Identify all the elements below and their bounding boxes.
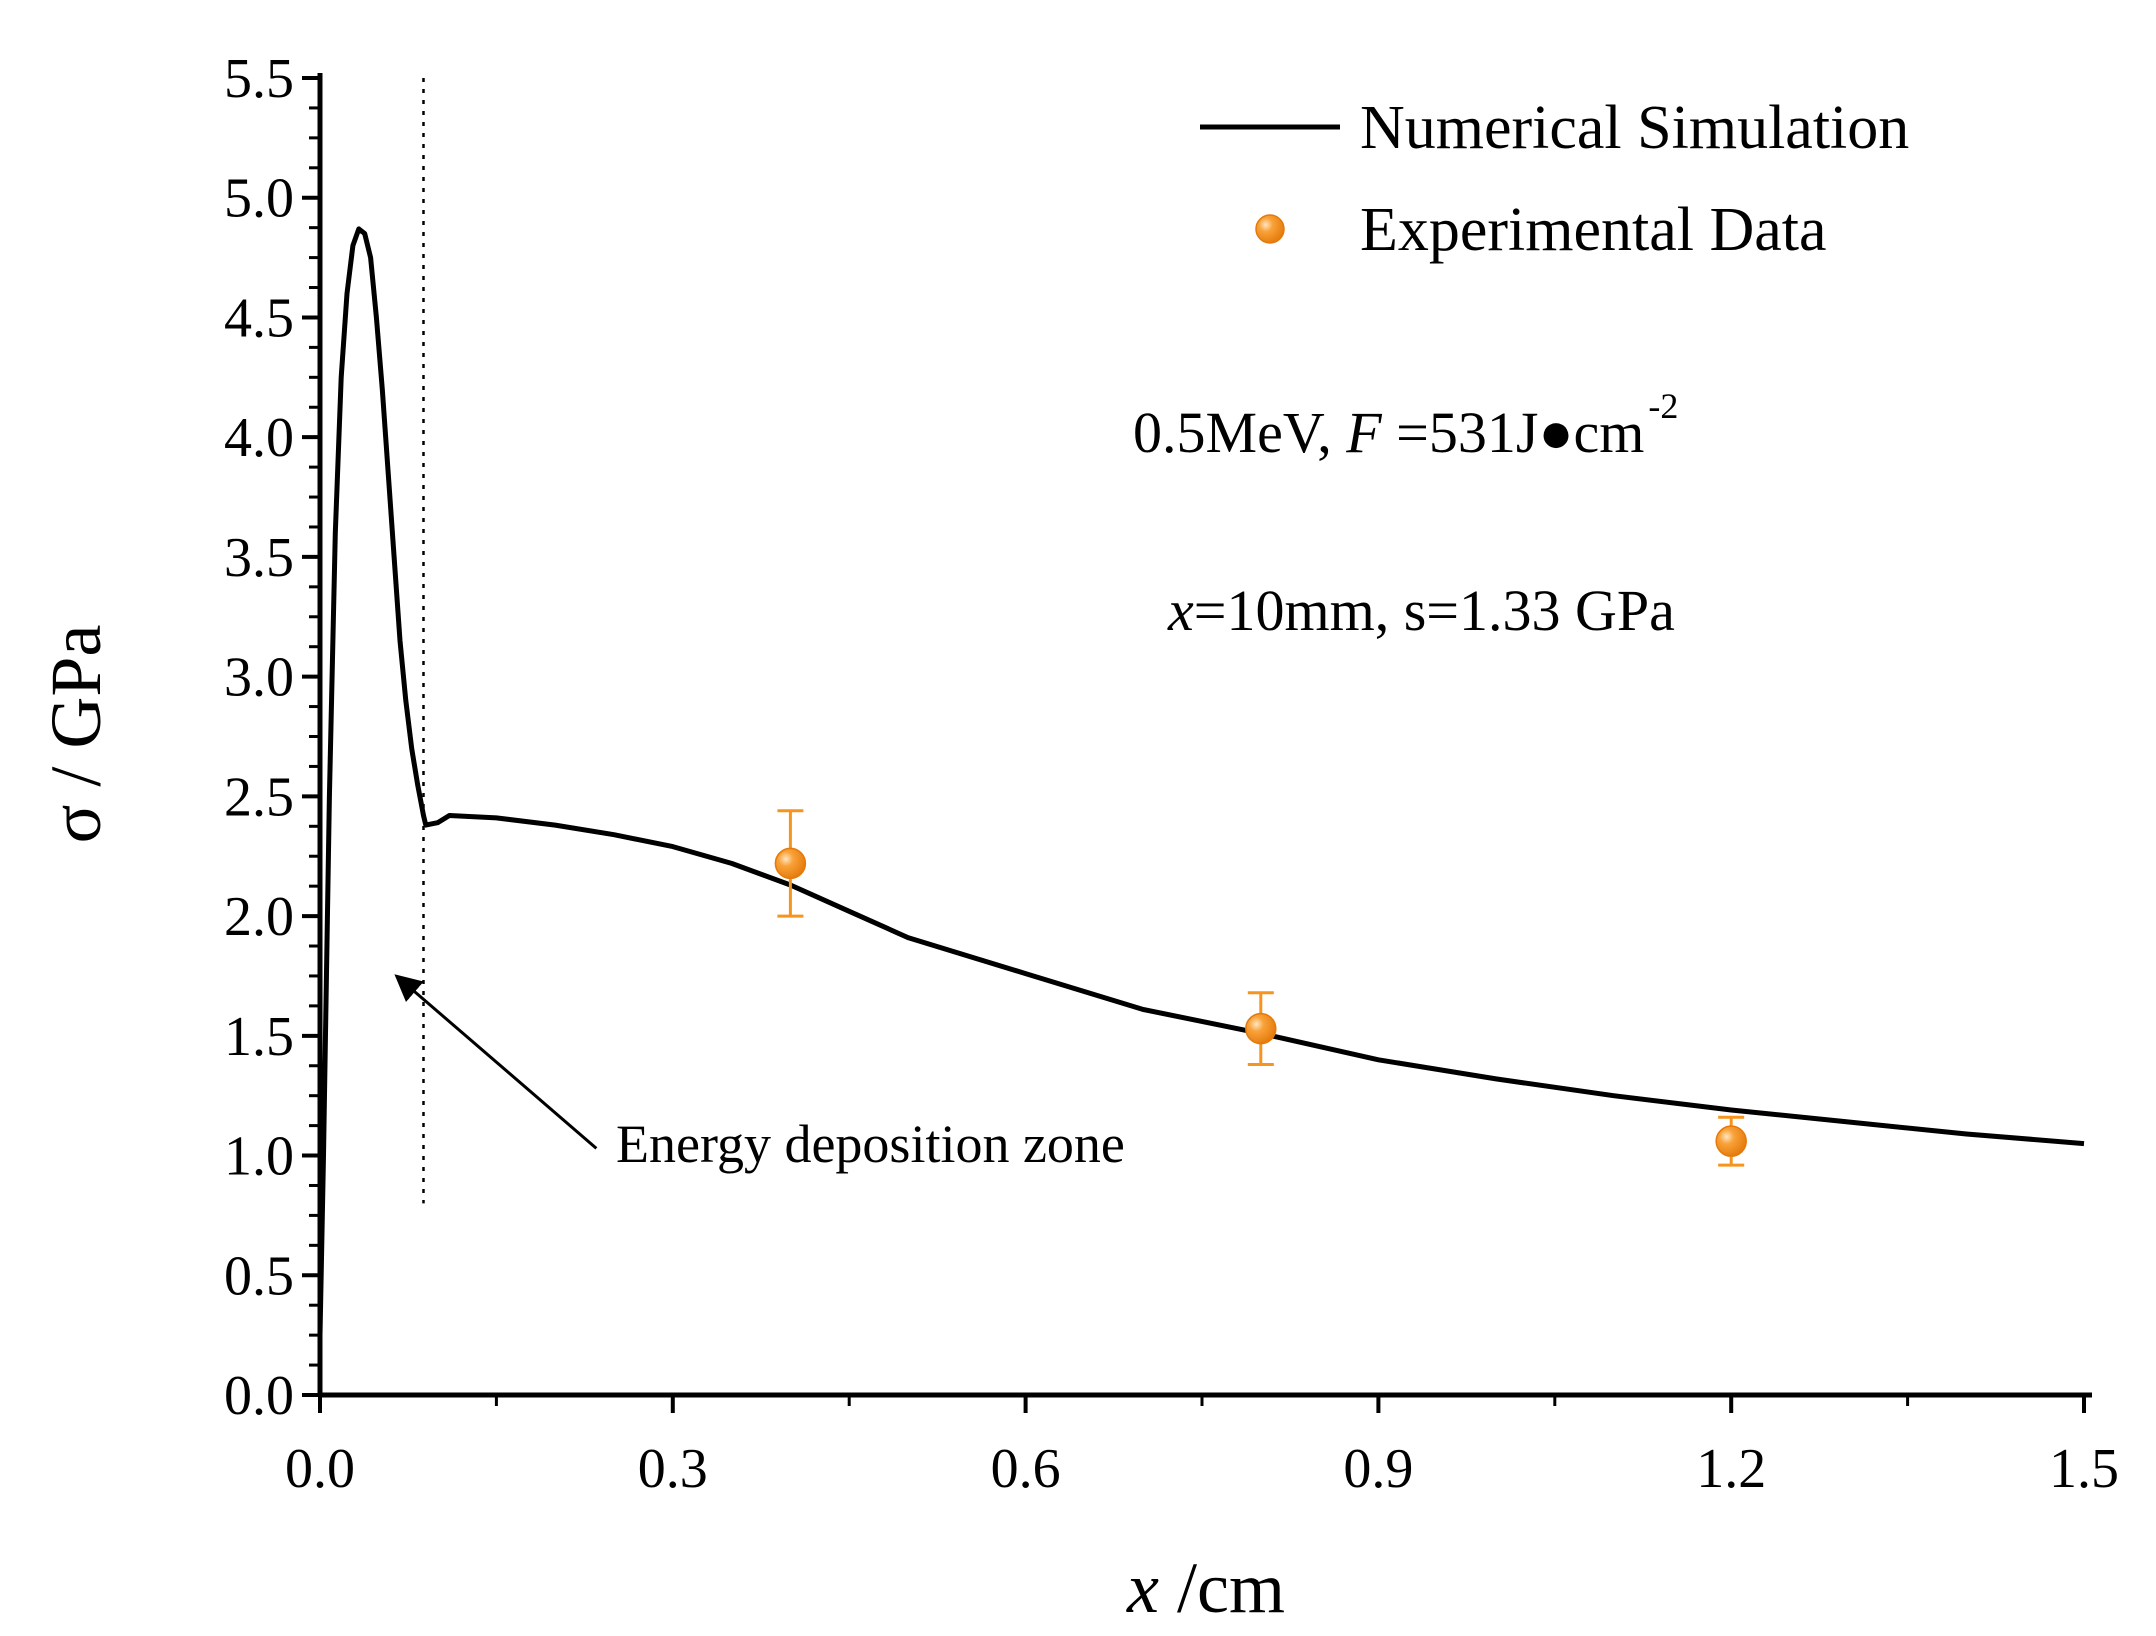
experimental-point	[774, 847, 807, 880]
y-tick-label: 2.0	[224, 886, 294, 948]
y-ticks: 0.0 0.5 1.0 1.5 2.0 2.5 3.0 3.5 4.0 4.5 5.0 5.5	[224, 48, 320, 1427]
params-annotation-1: 0.5MeV, F =531J●cm -2	[1133, 386, 1678, 465]
x-tick-label: 0.6	[991, 1438, 1061, 1500]
legend: Numerical Simulation Experimental Data	[1200, 94, 1909, 264]
params-annotation-2: x=10mm, s=1.33 GPa	[1167, 578, 1675, 643]
y-tick-label: 3.5	[224, 527, 294, 589]
experimental-point	[1245, 1012, 1277, 1045]
y-tick-label: 1.5	[224, 1006, 294, 1068]
y-tick-label: 4.0	[224, 407, 294, 469]
x-ticks: 0.0 0.3 0.6 0.9 1.2 1.5	[285, 1395, 2119, 1500]
legend-label-experimental: Experimental Data	[1360, 196, 1827, 264]
x-axis-title: x /cm	[1126, 1548, 1285, 1628]
experimental-points	[774, 809, 1747, 1167]
y-tick-label: 0.5	[224, 1245, 294, 1307]
y-tick-label: 0.0	[224, 1365, 294, 1427]
y-axis-title: σ / GPa	[36, 625, 116, 844]
y-tick-label: 4.5	[224, 287, 294, 349]
y-tick-label: 1.0	[224, 1126, 294, 1188]
y-tick-label: 3.0	[224, 647, 294, 709]
energy-zone-arrow	[394, 974, 598, 1150]
legend-point-swatch	[1255, 214, 1285, 244]
y-tick-label: 5.5	[224, 48, 294, 110]
x-tick-label: 0.3	[638, 1438, 708, 1500]
axes	[317, 73, 2092, 1398]
x-tick-label: 1.5	[2049, 1438, 2119, 1500]
x-tick-label: 1.2	[1696, 1438, 1766, 1500]
y-tick-label: 5.0	[224, 168, 294, 230]
x-tick-label: 0.0	[285, 1438, 355, 1500]
legend-label-simulation: Numerical Simulation	[1360, 94, 1909, 162]
experimental-point	[1715, 1125, 1747, 1157]
y-tick-label: 2.5	[224, 766, 294, 828]
energy-zone-label: Energy deposition zone	[616, 1114, 1125, 1174]
x-tick-label: 0.9	[1343, 1438, 1413, 1500]
simulation-curve	[317, 226, 2085, 1336]
